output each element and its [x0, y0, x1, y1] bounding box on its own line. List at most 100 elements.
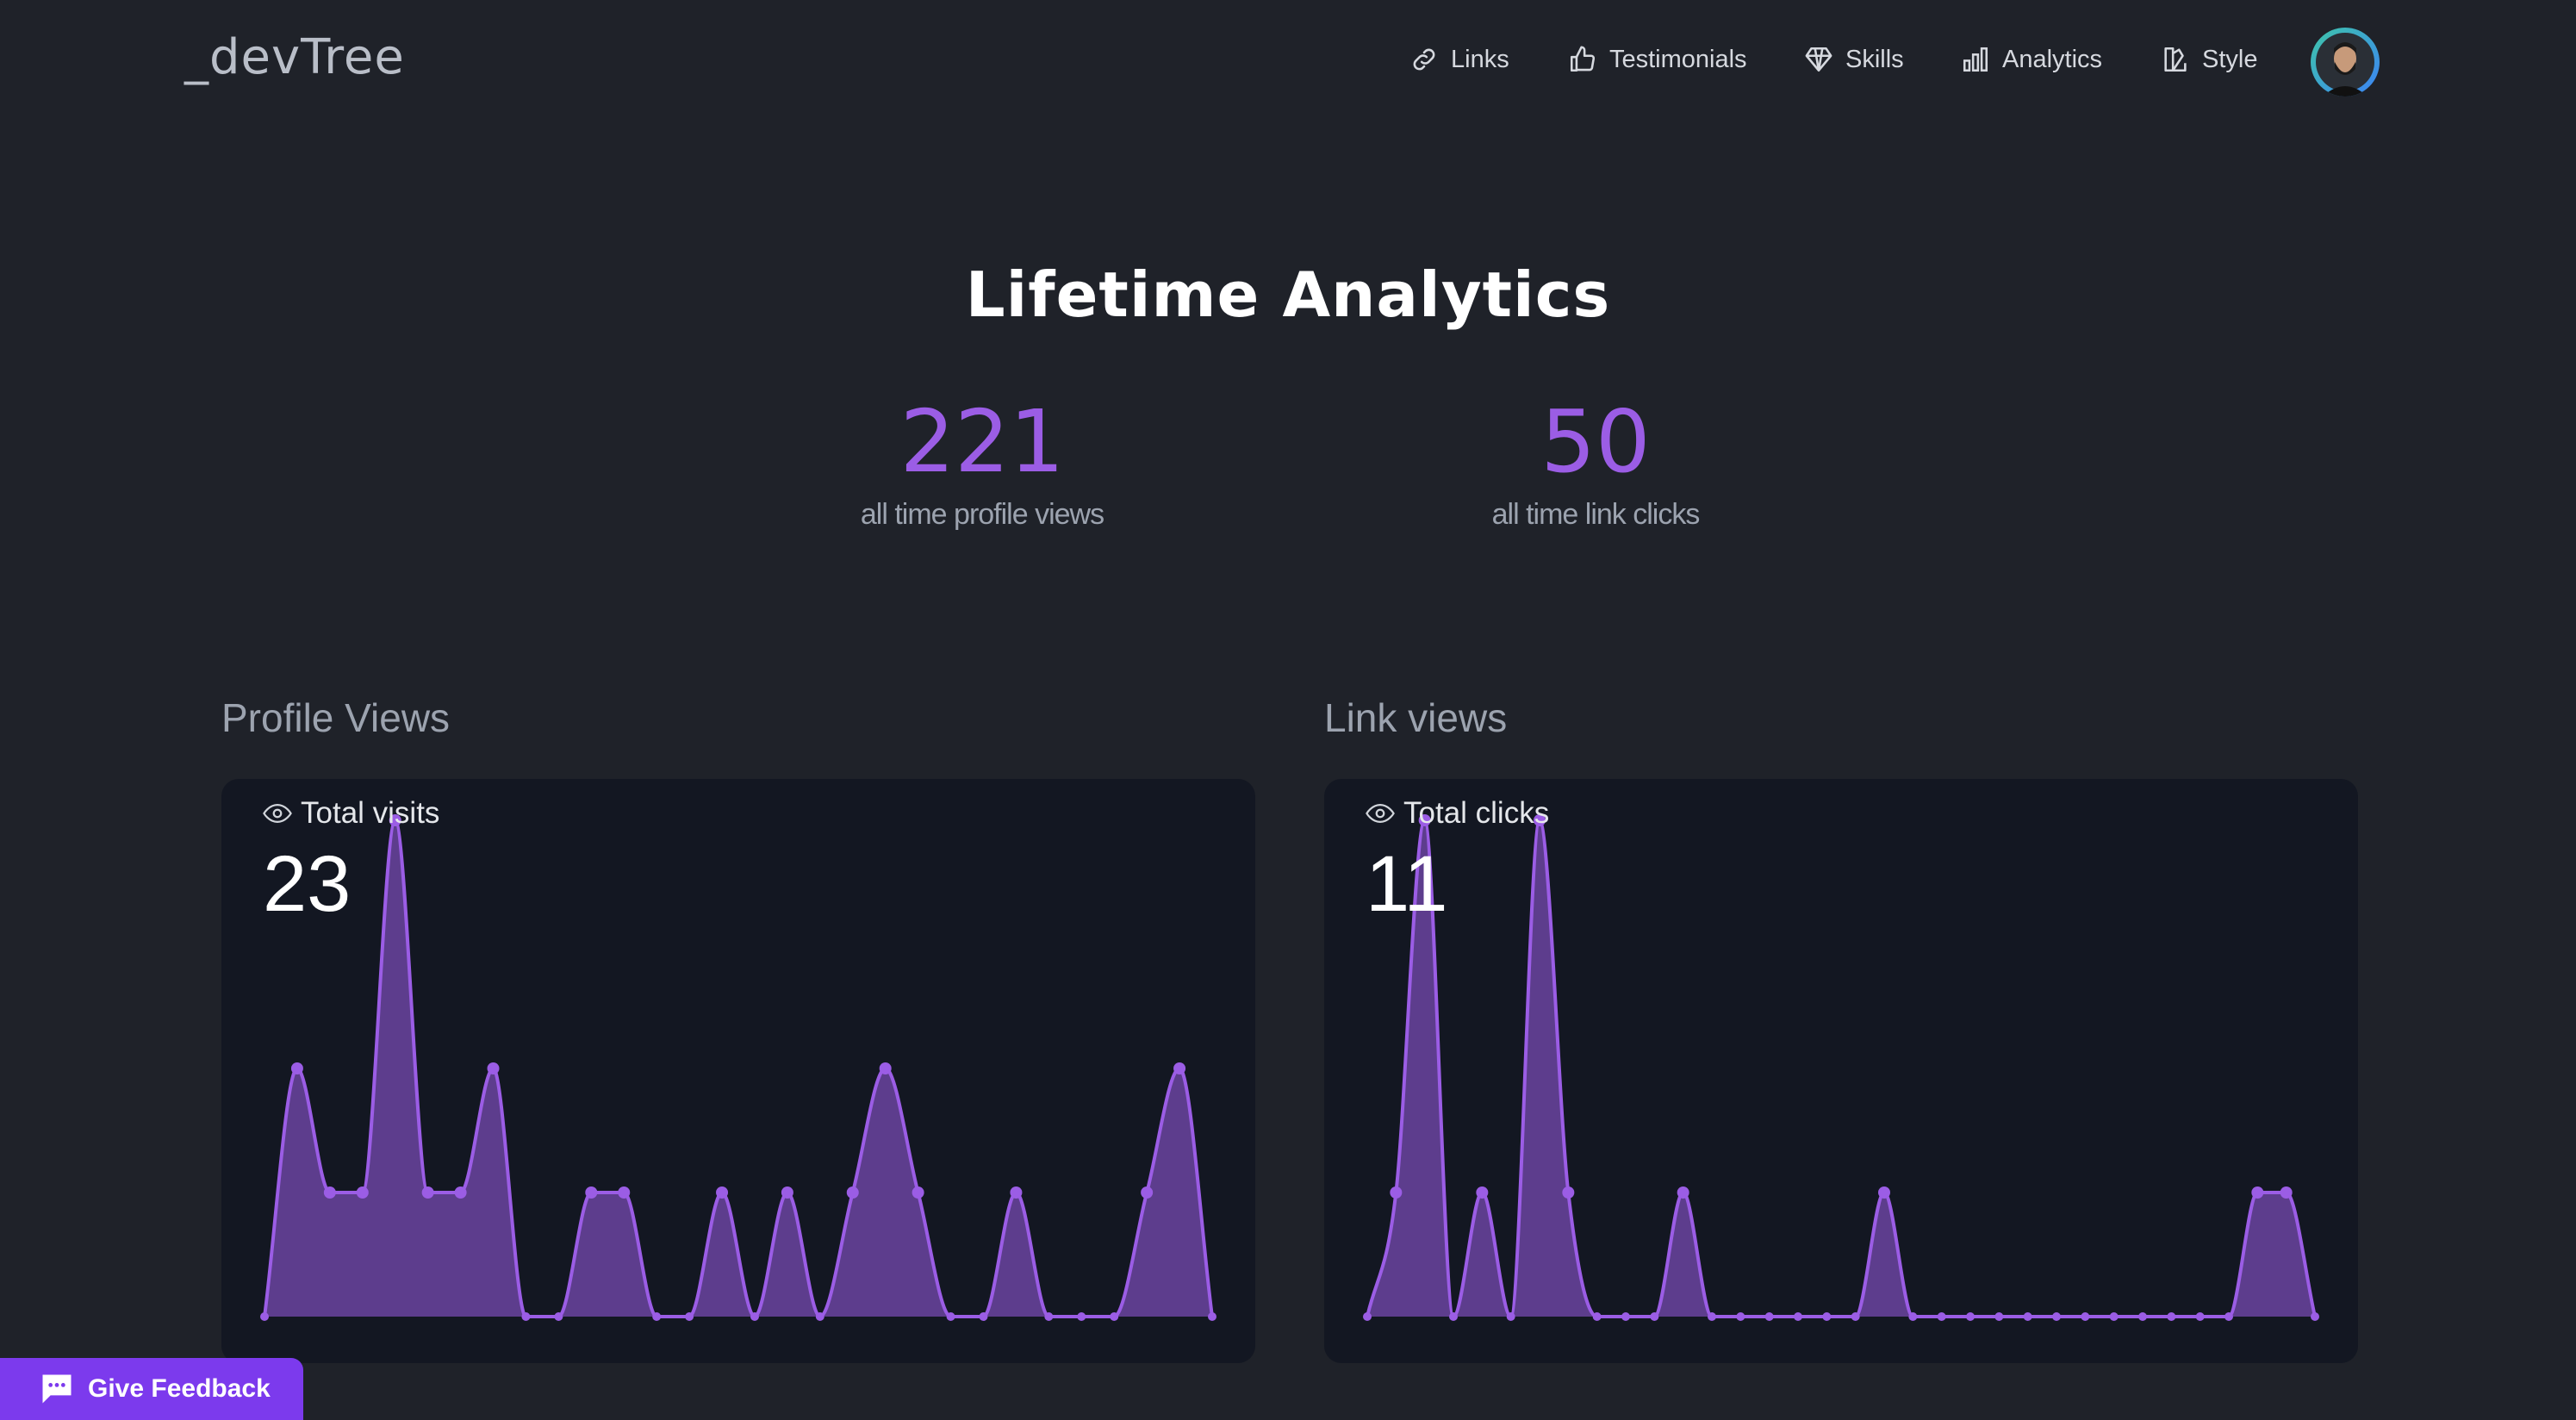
chart-point[interactable]	[1476, 1186, 1489, 1199]
link-views-card: Total clicks 11	[1324, 779, 2358, 1363]
chart-point[interactable]	[846, 1186, 859, 1199]
nav-testimonials[interactable]: Testimonials	[1568, 45, 1747, 74]
chart-point[interactable]	[2167, 1312, 2176, 1321]
chart-point[interactable]	[1708, 1312, 1716, 1321]
chart-point[interactable]	[389, 814, 401, 826]
chart-point[interactable]	[2138, 1312, 2147, 1321]
thumbs-up-icon	[1570, 46, 1596, 72]
chart-point[interactable]	[1822, 1312, 1832, 1321]
chart-point[interactable]	[2023, 1312, 2032, 1321]
profile-views-chart	[260, 814, 1216, 1321]
chart-point[interactable]	[1592, 1312, 1602, 1321]
total-clicks-text: Total clicks	[1403, 796, 1550, 830]
chart-point[interactable]	[2195, 1312, 2205, 1321]
nav-style[interactable]: Style	[2161, 45, 2257, 74]
chart-point[interactable]	[716, 1186, 729, 1199]
chart-point[interactable]	[1851, 1312, 1860, 1321]
stat-profile-views-label: all time profile views	[860, 498, 1104, 531]
chart-point[interactable]	[2224, 1312, 2233, 1321]
nav-links[interactable]: Links	[1409, 45, 1509, 74]
chart-point[interactable]	[652, 1312, 662, 1321]
chart-point[interactable]	[1534, 814, 1546, 826]
chart-point[interactable]	[1010, 1186, 1023, 1199]
chart-point[interactable]	[1908, 1312, 1918, 1321]
palette-icon	[2164, 47, 2187, 72]
profile-views-card: Total visits 23	[221, 779, 1255, 1363]
page-title: Lifetime Analytics	[965, 258, 1611, 331]
chart-area	[1367, 820, 2315, 1317]
chart-point[interactable]	[1208, 1312, 1216, 1321]
stat-link-clicks: 50 all time link clicks	[1380, 395, 1811, 532]
chart-point[interactable]	[1363, 1312, 1372, 1321]
chart-point[interactable]	[421, 1186, 434, 1199]
chart-point[interactable]	[2081, 1312, 2090, 1321]
stat-profile-views: 221 all time profile views	[767, 395, 1198, 532]
chart-point[interactable]	[1110, 1312, 1119, 1321]
chart-point[interactable]	[912, 1186, 924, 1199]
chart-point[interactable]	[1449, 1312, 1458, 1321]
nav-links-label: Links	[1451, 45, 1509, 73]
chart-point[interactable]	[979, 1312, 988, 1321]
chart-point[interactable]	[1794, 1312, 1802, 1321]
nav-style-label: Style	[2202, 45, 2258, 73]
nav-analytics[interactable]: Analytics	[1961, 45, 2102, 74]
chart-point[interactable]	[1764, 1312, 1774, 1321]
chart-point[interactable]	[2251, 1186, 2264, 1199]
chart-point[interactable]	[554, 1312, 563, 1321]
bar-chart-icon	[1963, 47, 1988, 72]
chart-point[interactable]	[1966, 1312, 1975, 1321]
chart-point[interactable]	[879, 1062, 892, 1074]
chart-point[interactable]	[1677, 1186, 1689, 1199]
chart-point[interactable]	[1173, 1062, 1186, 1074]
chart-point[interactable]	[1650, 1312, 1659, 1321]
chart-point[interactable]	[1736, 1312, 1745, 1321]
chart-point[interactable]	[815, 1312, 824, 1321]
chart-point[interactable]	[521, 1312, 531, 1321]
eye-icon	[263, 803, 292, 824]
total-visits-label: Total visits	[263, 796, 439, 831]
chart-point[interactable]	[1077, 1312, 1086, 1321]
chart-point[interactable]	[2311, 1312, 2319, 1321]
logo[interactable]: _devTree	[184, 29, 405, 85]
nav-testimonials-label: Testimonials	[1609, 45, 1747, 73]
chart-point[interactable]	[750, 1312, 759, 1321]
chart-point[interactable]	[781, 1186, 793, 1199]
chart-point[interactable]	[2109, 1312, 2119, 1321]
chart-point[interactable]	[946, 1312, 955, 1321]
chart-point[interactable]	[585, 1186, 598, 1199]
chart-point[interactable]	[1562, 1186, 1575, 1199]
chart-point[interactable]	[1937, 1312, 1946, 1321]
link-icon	[1413, 48, 1435, 71]
top-nav: Links Testimonials Skills Analytics Styl…	[0, 34, 2576, 95]
give-feedback-label: Give Feedback	[88, 1374, 271, 1403]
chart-point[interactable]	[487, 1062, 500, 1074]
chart-point[interactable]	[1994, 1312, 2004, 1321]
chart-line	[1366, 818, 2317, 1319]
chart-point[interactable]	[2052, 1312, 2061, 1321]
chart-point[interactable]	[1390, 1186, 1403, 1199]
nav-skills[interactable]: Skills	[1804, 45, 1904, 74]
chart-point[interactable]	[618, 1186, 631, 1199]
chart-point[interactable]	[260, 1312, 269, 1321]
chart-point[interactable]	[1621, 1312, 1630, 1321]
stat-profile-views-value: 221	[899, 391, 1065, 492]
profile-views-heading: Profile Views	[221, 695, 451, 740]
chart-area	[264, 820, 1212, 1317]
chart-point[interactable]	[323, 1186, 336, 1199]
chart-point[interactable]	[685, 1312, 694, 1321]
diamond-icon	[1805, 47, 1832, 72]
give-feedback-button[interactable]: Give Feedback	[0, 1358, 303, 1420]
chart-point[interactable]	[1044, 1312, 1054, 1321]
chart-point[interactable]	[454, 1186, 467, 1199]
avatar[interactable]	[2311, 28, 2380, 97]
chart-point[interactable]	[1141, 1186, 1154, 1199]
chart-point[interactable]	[290, 1062, 303, 1074]
chart-point[interactable]	[356, 1186, 369, 1199]
user-avatar-icon	[2316, 33, 2374, 97]
chart-point[interactable]	[1506, 1312, 1515, 1321]
eye-icon	[1366, 803, 1395, 824]
chart-point[interactable]	[1418, 814, 1431, 826]
total-visits-text: Total visits	[301, 796, 440, 830]
chart-point[interactable]	[1878, 1186, 1890, 1199]
chart-point[interactable]	[2280, 1186, 2293, 1199]
